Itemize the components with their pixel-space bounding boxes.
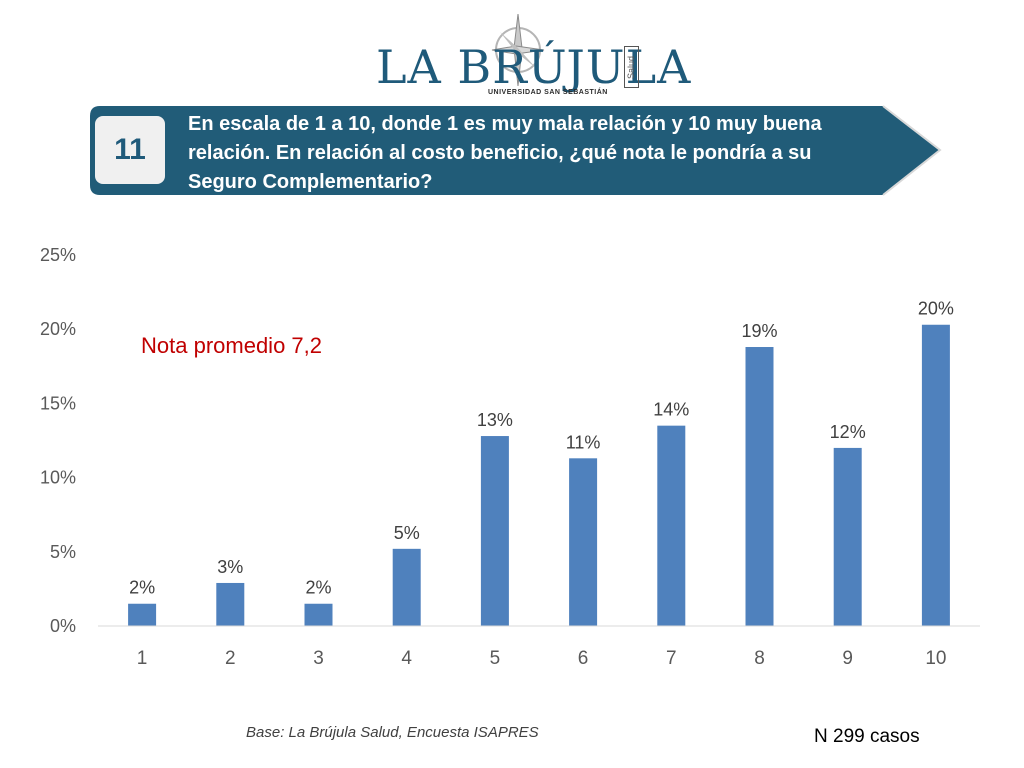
x-tick-label: 7: [666, 648, 677, 669]
x-tick-label: 1: [137, 648, 148, 669]
data-label: 3%: [217, 557, 243, 577]
question-number: 11: [95, 116, 165, 184]
data-label: 19%: [741, 321, 777, 341]
source-note: Base: La Brújula Salud, Encuesta ISAPRES: [246, 724, 539, 741]
data-label: 12%: [830, 422, 866, 442]
x-tick-label: 6: [578, 648, 589, 669]
x-tick-label: 4: [401, 648, 412, 669]
data-label: 5%: [394, 523, 420, 543]
x-tick-label: 9: [842, 648, 853, 669]
bar-5: [480, 436, 509, 626]
bar-9: [833, 447, 862, 626]
data-label: 2%: [305, 578, 331, 598]
y-tick-label: 20%: [40, 319, 76, 339]
sample-size: N 299 casos: [814, 726, 920, 747]
x-tick-label: 10: [925, 648, 946, 669]
y-tick-label: 15%: [40, 393, 76, 413]
question-text: En escala de 1 a 10, donde 1 es muy mala…: [188, 113, 822, 193]
logo: LA BRÚJULA UNIVERSIDAD SAN SEBASTIÁN Sal…: [370, 10, 690, 100]
logo-subtitle: UNIVERSIDAD SAN SEBASTIÁN: [488, 89, 608, 96]
bar-10: [921, 324, 950, 626]
bar-2: [216, 582, 245, 626]
data-labels: 2% 3% 2% 5% 13% 11% 14% 19% 12% 20%: [129, 299, 954, 598]
data-label: 11%: [566, 432, 601, 452]
y-tick-label: 25%: [40, 245, 76, 265]
bar-8: [745, 347, 774, 626]
logo-wordmark: LA BRÚJULA: [376, 40, 692, 94]
bar-4: [392, 548, 421, 626]
x-tick-label: 8: [754, 648, 765, 669]
compass-icon: [491, 13, 545, 87]
y-tick-label: 10%: [40, 468, 76, 488]
average-note: Nota promedio 7,2: [141, 333, 322, 358]
x-tick-label: 5: [490, 648, 501, 669]
bar-1: [128, 603, 157, 626]
bars: [128, 324, 950, 626]
y-tick-label: 5%: [50, 542, 76, 562]
question-banner: [90, 105, 942, 196]
bar-6: [569, 458, 598, 626]
data-label: 2%: [129, 578, 155, 598]
bar-7: [657, 425, 686, 626]
x-tick-label: 3: [313, 648, 324, 669]
bar-3: [304, 603, 333, 626]
x-axis: 1 2 3 4 5 6 7 8 9 10: [98, 625, 980, 669]
data-label: 13%: [477, 410, 513, 430]
data-label: 14%: [653, 400, 689, 420]
y-axis: 0% 5% 10% 15% 20% 25%: [40, 245, 76, 636]
y-tick-label: 0%: [50, 616, 76, 636]
data-label: 20%: [918, 299, 954, 319]
x-tick-label: 2: [225, 648, 236, 669]
